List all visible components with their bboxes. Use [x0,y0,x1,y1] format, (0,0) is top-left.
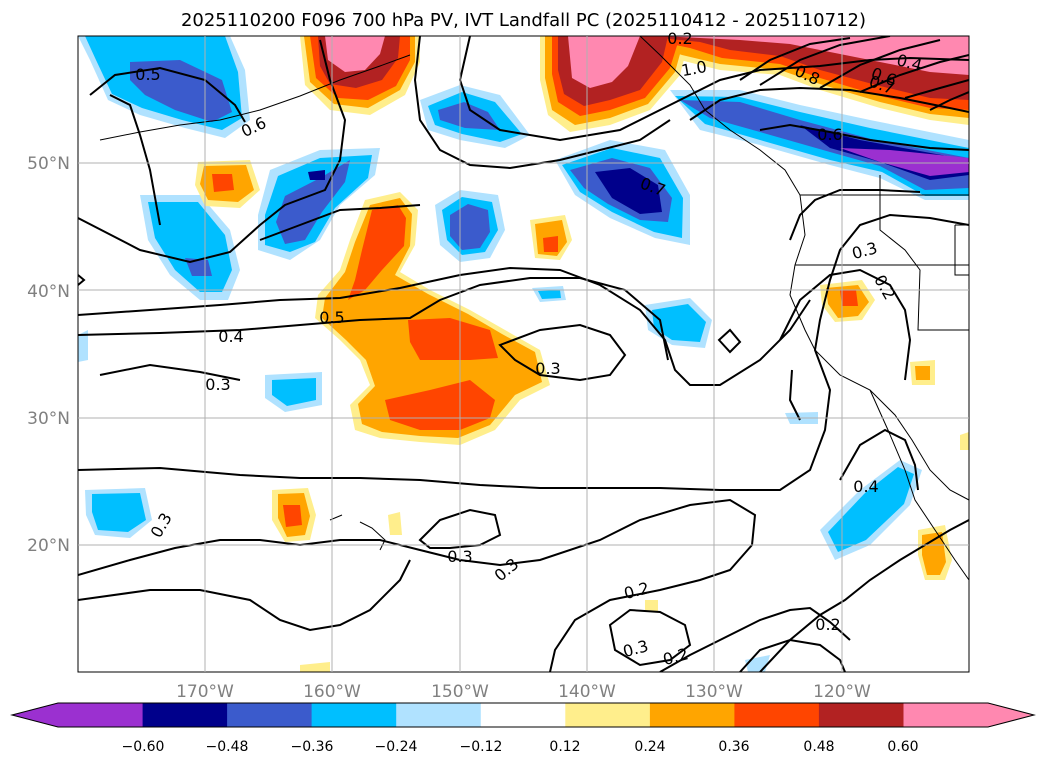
lon-label-170w: 170°W [176,682,234,702]
contour-label: 0.3 [850,238,880,263]
contour-label: 0.3 [621,636,651,661]
contour-label: 0.2 [815,615,840,634]
colorbar-tick-label: 0.60 [887,739,918,755]
map-frame [77,35,970,673]
contour-label: 1.0 [680,57,708,80]
colorbar-tick-label: 0.48 [803,739,834,755]
lon-label-160w: 160°W [303,682,361,702]
colorbar-segment [311,703,397,727]
contour-label: 0.2 [667,29,692,48]
contour-label: 0.2 [622,578,652,603]
colorbar-tick-label: 0.24 [634,739,665,755]
colorbar-outline [10,702,1036,728]
colorbar-segment [58,703,144,727]
contour-label: 0.4 [853,477,878,496]
lon-label-120w: 120°W [813,682,871,702]
colorbar-tick-label: −0.60 [122,739,165,755]
colorbar-segment [903,703,989,727]
colorbar-segments [12,703,1034,727]
colorbar-tick-label: 0.36 [718,739,749,755]
colorbar-tick-label: −0.24 [375,739,418,755]
colorbar-tick-label: −0.36 [291,739,334,755]
colorbar-extend-min [12,703,58,727]
map-title: 2025110200 F096 700 hPa PV, IVT Landfall… [180,10,867,31]
lat-label-50n: 50°N [27,154,70,174]
contour-label: 0.3 [447,547,472,566]
lon-label-150w: 150°W [431,682,489,702]
lon-label-130w: 130°W [685,682,743,702]
contour-label: 0.6 [817,125,842,144]
contour-label: 0.5 [135,65,160,84]
lat-label-30n: 30°N [27,409,70,429]
lat-label-40n: 40°N [27,282,70,302]
contour-label: 0.2 [661,644,691,669]
colorbar-segment [142,703,228,727]
lat-label-20n: 20°N [27,536,70,556]
colorbar: −0.60 −0.48 −0.36 −0.24 −0.12 0.12 0.24 … [10,702,1036,755]
colorbar-extend-max [988,703,1034,727]
gridlines [78,36,969,672]
colorbar-tick-label: 0.12 [549,739,580,755]
contour-label: 0.3 [205,375,230,394]
latitude-labels: 50°N 40°N 30°N 20°N [27,154,70,556]
colorbar-segment [649,703,735,727]
lon-label-140w: 140°W [558,682,616,702]
pc-contours [78,36,969,672]
contour-label: 0.5 [319,308,344,327]
colorbar-segment [396,703,482,727]
contour-label: 0.4 [218,327,243,346]
colorbar-segment [734,703,820,727]
colorbar-tick-label: −0.12 [460,739,503,755]
contour-label: 0.3 [491,554,523,585]
colorbar-ticks: −0.60 −0.48 −0.36 −0.24 −0.12 0.12 0.24 … [122,739,919,755]
colorbar-segment [227,703,313,727]
colorbar-tick-label: −0.48 [206,739,249,755]
longitude-labels: 170°W 160°W 150°W 140°W 130°W 120°W [176,682,871,702]
contour-label: 0.3 [147,509,176,541]
colorbar-segment [480,703,566,727]
colorbar-segment [818,703,904,727]
colorbar-segment [565,703,651,727]
contour-label: 0.3 [535,359,560,378]
